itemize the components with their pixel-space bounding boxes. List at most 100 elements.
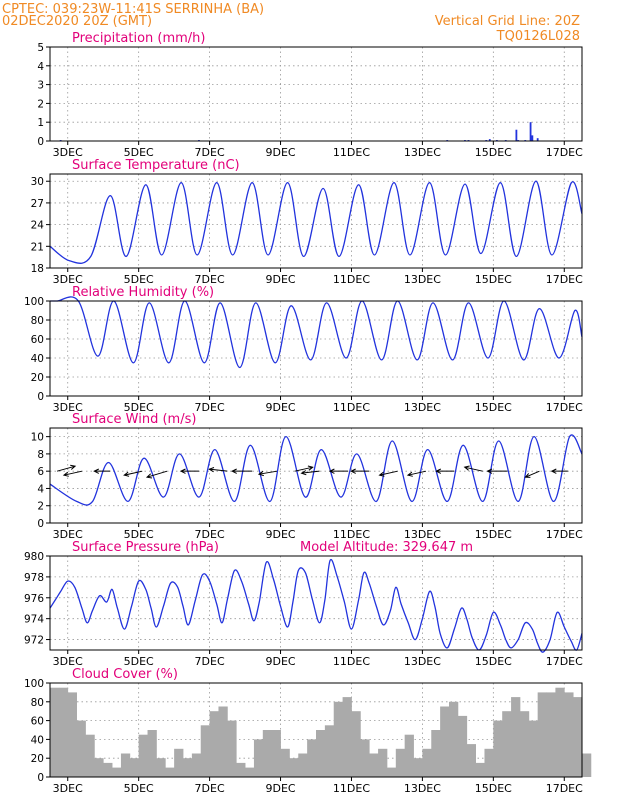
cloud-cover-bar: [582, 753, 592, 777]
cloud-cover-bar: [395, 748, 406, 777]
cloud-cover-bar: [502, 711, 512, 777]
cloud-cover-bar: [112, 767, 122, 777]
precipitation-bar: [515, 129, 518, 141]
y-tick-label: 100: [24, 296, 44, 308]
x-tick-label: 5DEC: [124, 273, 154, 286]
x-tick-label: 17DEC: [546, 655, 583, 668]
x-tick-label: 15DEC: [475, 273, 512, 286]
x-tick-label: 5DEC: [124, 146, 154, 159]
wind-vector-arrow: [208, 467, 228, 473]
x-tick-label: 9DEC: [265, 401, 295, 414]
wind-vector-arrow: [350, 468, 370, 474]
cloud-cover-bar: [378, 748, 388, 777]
cloud-cover-bar: [76, 720, 86, 777]
cloud-cover-bar: [156, 758, 166, 777]
x-tick-label: 3DEC: [53, 782, 83, 795]
pressure-line: [49, 558, 583, 653]
y-tick-label: 4: [37, 483, 44, 495]
cloud-cover-bar: [262, 730, 273, 777]
cloud-cover-bar: [342, 697, 352, 777]
y-tick-label: 1: [37, 117, 44, 129]
temperature-line: [49, 180, 583, 264]
x-tick-label: 3DEC: [53, 401, 83, 414]
header-date: 02DEC2020 20Z (GMT): [2, 14, 152, 29]
cloud-cover-bar: [466, 744, 476, 777]
x-tick-label: 7DEC: [195, 401, 225, 414]
cloud-cover-bar: [85, 734, 95, 777]
y-tick-label: 5: [37, 42, 44, 54]
x-tick-label: 3DEC: [53, 273, 83, 286]
y-tick-label: 10: [31, 432, 44, 444]
wind-vector-arrow: [486, 468, 508, 474]
cloud-cover-bar: [386, 767, 397, 777]
x-tick-label: 11DEC: [333, 146, 370, 159]
x-tick-label: 13DEC: [404, 401, 441, 414]
y-tick-label: 980: [24, 551, 44, 563]
cloud-cover-bar: [253, 739, 264, 777]
y-tick-label: 21: [31, 241, 44, 253]
cloud-cover-bar: [369, 753, 379, 777]
wind-vector-arrow: [62, 470, 83, 477]
cloud-cover-bar: [360, 739, 370, 777]
y-tick-label: 60: [31, 334, 44, 346]
cloud-title: Cloud Cover (%): [72, 667, 178, 682]
x-tick-label: 15DEC: [475, 655, 512, 668]
temperature-title: Surface Temperature (nC): [72, 158, 240, 173]
x-tick-label: 7DEC: [195, 528, 225, 541]
x-tick-label: 17DEC: [546, 146, 583, 159]
x-tick-label: 5DEC: [124, 655, 154, 668]
wind-vector-arrow: [328, 468, 348, 474]
x-tick-label: 17DEC: [546, 273, 583, 286]
x-tick-label: 9DEC: [265, 528, 295, 541]
precipitation-panel: Precipitation (mm/h) 0 1 2 3 4 5 3DEC 5DEC 7DEC 9…: [37, 31, 583, 159]
cloud-cover-bar: [245, 767, 255, 777]
wind-speed-line: [49, 434, 583, 506]
x-tick-label: 13DEC: [404, 528, 441, 541]
cloud-cover-bar: [528, 720, 539, 777]
cloud-cover-bar: [138, 734, 148, 777]
cloud-cover-bar: [546, 692, 556, 777]
cloud-cover-bar: [289, 758, 299, 777]
cloud-cover-bar: [165, 767, 175, 777]
wind-title: Surface Wind (m/s): [72, 412, 196, 427]
wind-vector-arrow: [300, 470, 320, 476]
x-tick-label: 13DEC: [404, 782, 441, 795]
cloud-cover-bar: [307, 739, 317, 777]
cloud-cover-bar: [413, 758, 423, 777]
y-tick-label: 100: [24, 678, 44, 690]
humidity-title: Relative Humidity (%): [72, 285, 214, 300]
cloud-cover-bar: [564, 692, 574, 777]
y-tick-label: 6: [37, 466, 44, 478]
y-tick-label: 0: [37, 136, 44, 148]
cloud-cover-bar: [120, 753, 131, 777]
x-tick-label: 5DEC: [124, 528, 154, 541]
cloud-panel: Cloud Cover (%) 0 20 40 60 80 100 3DEC 5DEC 7DEC…: [24, 667, 592, 795]
wind-vector-arrow: [463, 465, 483, 472]
x-tick-label: 7DEC: [195, 273, 225, 286]
header-model: TQ0126L028: [496, 29, 580, 44]
precipitation-bar: [531, 135, 534, 141]
plot-frame: [49, 46, 583, 142]
y-tick-label: 2: [37, 501, 44, 513]
cloud-cover-bar: [422, 748, 432, 777]
cloud-cover-bar: [573, 697, 583, 777]
wind-vector-arrow: [524, 470, 540, 478]
plot-frame: [49, 427, 583, 524]
cloud-cover-bar: [431, 730, 441, 777]
x-tick-label: 3DEC: [53, 528, 83, 541]
y-tick-label: 972: [24, 635, 44, 647]
y-tick-label: 24: [31, 220, 45, 232]
y-tick-label: 3: [37, 80, 44, 92]
x-tick-label: 9DEC: [265, 782, 295, 795]
cloud-cover-bar: [183, 758, 193, 777]
x-tick-label: 7DEC: [195, 782, 225, 795]
wind-vector-arrow: [435, 468, 455, 474]
precipitation-bar: [488, 139, 491, 141]
x-tick-label: 7DEC: [195, 146, 225, 159]
y-tick-label: 20: [31, 372, 44, 384]
cloud-cover-bar: [67, 692, 77, 777]
cloud-cover-bar: [404, 734, 414, 777]
x-tick-label: 11DEC: [333, 401, 370, 414]
x-tick-label: 11DEC: [333, 782, 370, 795]
cloud-cover-bar: [103, 762, 113, 777]
